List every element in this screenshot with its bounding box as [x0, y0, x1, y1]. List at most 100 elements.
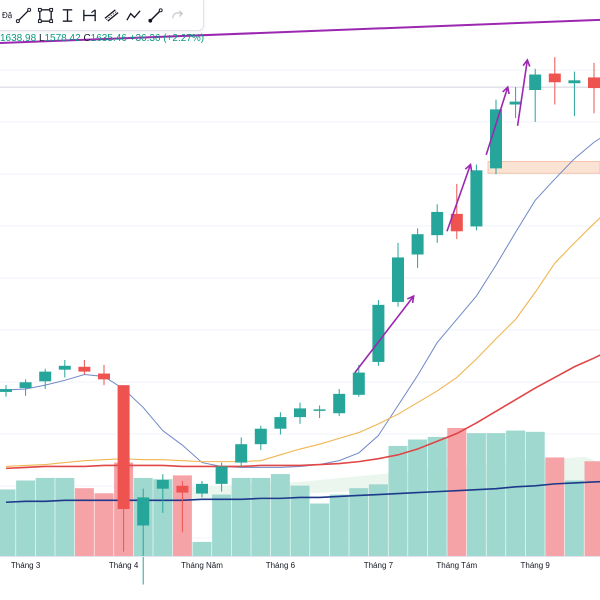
parallel-channel-button[interactable] — [100, 3, 122, 27]
toolbar-label: Đặc — [2, 10, 12, 20]
candle-body — [156, 480, 169, 489]
vertical-range-icon — [62, 8, 72, 22]
path-icon — [125, 9, 141, 21]
candle-body — [58, 365, 71, 370]
close-label: C — [83, 33, 91, 44]
trend-line-button[interactable] — [12, 3, 34, 27]
trend-arrow — [516, 59, 529, 126]
volume-bar — [310, 503, 330, 556]
low-label: L — [38, 33, 45, 44]
x-tick-label: Tháng Tám — [436, 561, 477, 570]
volume-bar — [290, 485, 310, 556]
brush-icon — [147, 7, 163, 23]
ma-line — [5, 480, 600, 504]
open-value: 1638.98 — [0, 33, 37, 44]
volume-bars — [0, 428, 600, 556]
x-tick-label: Tháng 6 — [266, 561, 296, 570]
volume-bar — [506, 430, 526, 556]
candle-body — [333, 393, 346, 414]
candle-body — [431, 211, 444, 236]
channel-line — [0, 18, 600, 45]
rectangle-button[interactable] — [34, 3, 56, 27]
volume-bar — [212, 494, 232, 556]
volume-bar — [270, 474, 290, 556]
drawings — [0, 18, 600, 374]
volume-bar — [251, 477, 271, 556]
volume-bar — [408, 439, 428, 556]
rectangle-icon — [37, 7, 53, 23]
candle-body — [294, 408, 306, 418]
volume-bar — [486, 433, 506, 556]
arrow-head — [464, 162, 473, 172]
candlesticks — [0, 57, 600, 585]
candle-body — [372, 304, 385, 362]
candle-body — [117, 385, 130, 510]
candle-body — [313, 409, 326, 411]
volume-bar — [466, 433, 486, 556]
support-zone — [0, 86, 600, 174]
candle-body — [588, 77, 600, 89]
redo-icon — [171, 9, 183, 18]
candle-body — [392, 257, 404, 302]
candle-body — [176, 485, 189, 493]
x-tick-label: Tháng 7 — [364, 561, 394, 570]
candle-body — [215, 466, 228, 484]
candle-body — [274, 417, 287, 429]
vertical-range-button[interactable] — [56, 3, 78, 27]
volume-bar — [55, 477, 75, 556]
volume-bar — [192, 541, 212, 556]
drawing-toolbar: Đặc — [0, 0, 204, 31]
x-tick-label: Tháng 3 — [11, 561, 41, 570]
volume-bar — [35, 477, 55, 556]
trend-arrow — [446, 164, 472, 232]
candle-body — [352, 372, 365, 395]
trend-arrow — [354, 295, 415, 374]
volume-bar — [388, 445, 408, 556]
path-button[interactable] — [122, 3, 144, 27]
candle-body — [137, 497, 150, 526]
change-value: +36.36 (+2.27%) — [129, 33, 205, 44]
volume-bar — [16, 480, 36, 556]
volume-bar — [94, 493, 114, 556]
candle-body — [39, 371, 52, 382]
volume-bar — [153, 479, 173, 556]
trend-arrow — [485, 86, 509, 156]
trend-line-icon — [15, 7, 31, 23]
candle-body — [98, 373, 110, 380]
volume-bar — [349, 488, 369, 556]
candle-body — [19, 382, 32, 389]
candle-body — [0, 389, 12, 392]
candle-body — [450, 213, 463, 232]
ohlc-legend: 1638.98 L1578.42 C1635.46 +36.36 (+2.27%… — [0, 33, 204, 44]
redo-button[interactable] — [166, 3, 188, 27]
arrow-head — [522, 58, 531, 67]
candle-body — [78, 366, 91, 372]
candle-body — [470, 170, 483, 227]
volume-bar — [564, 480, 584, 556]
ma-line — [5, 217, 600, 468]
x-tick-label: Tháng 4 — [109, 561, 139, 570]
brush-button[interactable] — [144, 3, 166, 27]
price-range-icon — [82, 8, 96, 21]
arrow-head — [406, 294, 415, 304]
volume-bar — [545, 457, 565, 556]
volume-bar — [427, 436, 447, 556]
volume-bar — [0, 489, 16, 556]
volume-bar — [525, 431, 545, 556]
support-zone-box — [487, 161, 600, 174]
volume-bar — [584, 461, 600, 556]
volume-bar — [368, 484, 388, 556]
candle-body — [254, 428, 267, 445]
price-range-button[interactable] — [78, 3, 100, 27]
x-tick-label: Tháng 9 — [521, 561, 551, 570]
volume-bar — [447, 428, 467, 556]
volume-bar — [329, 494, 349, 556]
candle-body — [490, 109, 502, 169]
candle-body — [568, 80, 581, 84]
close-value: 1635.46 — [90, 33, 127, 44]
candle-body — [235, 444, 248, 463]
candle-body — [196, 483, 208, 494]
volume-bar — [74, 488, 94, 556]
candle-body — [509, 101, 522, 105]
